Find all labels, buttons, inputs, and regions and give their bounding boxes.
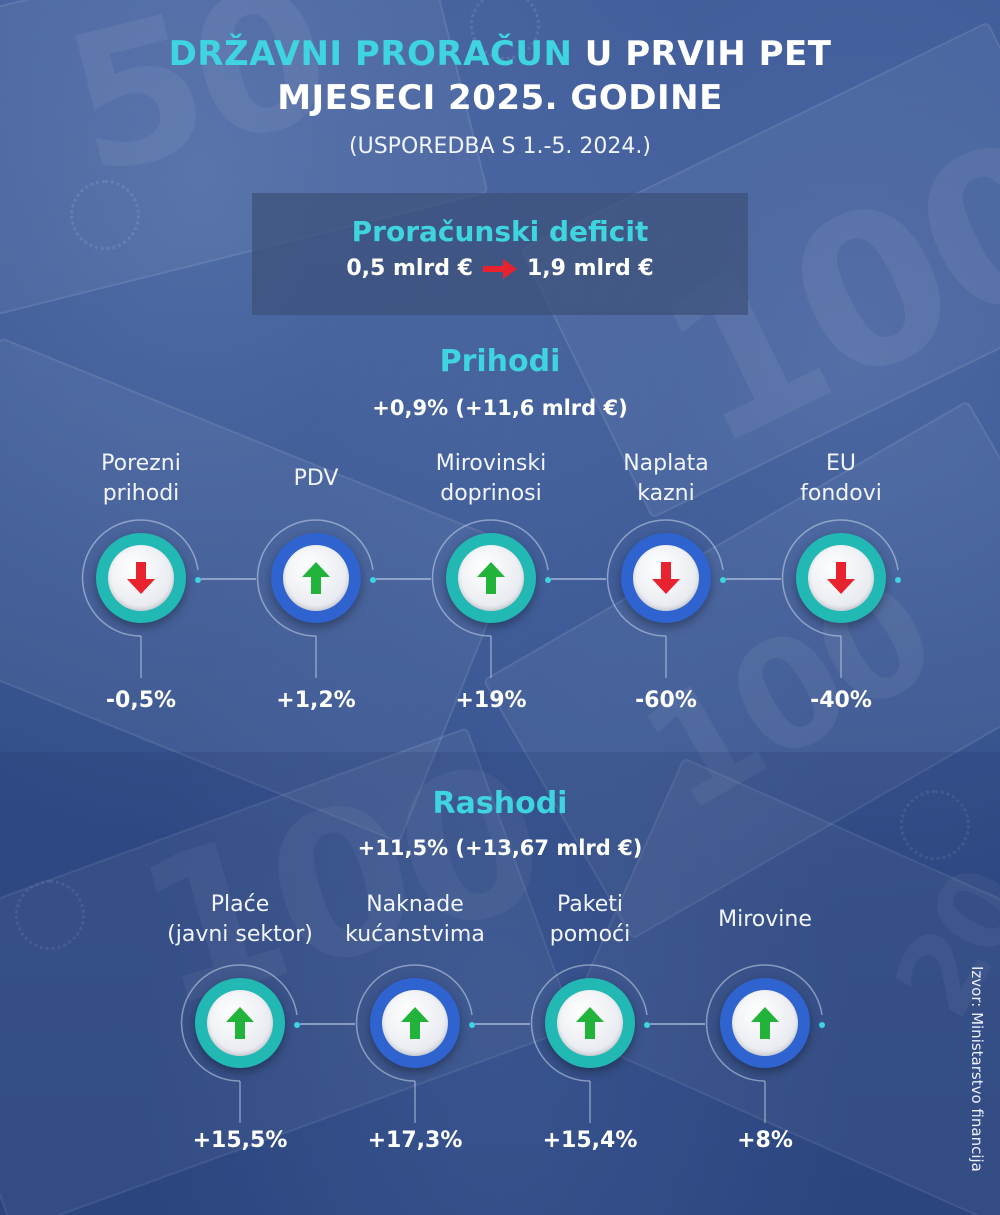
connector-line [475,1023,530,1025]
deficit-box: Proračunski deficit 0,5 mlrd € 1,9 mlrd … [252,193,748,315]
deficit-from: 0,5 mlrd € [346,256,473,281]
prihodi-item-label: Naplata kazni [623,451,709,506]
indicator-inner [382,990,448,1056]
indicator-inner [732,990,798,1056]
indicator-circle [446,533,536,623]
indicator-circle [271,533,361,623]
indicator-inner [633,545,699,611]
prihodi-item-value: -0,5% [105,688,177,713]
prihodi-item-label: Porezni prihodi [101,451,181,506]
deficit-to: 1,9 mlrd € [527,256,654,281]
arrow-up-icon [751,1007,779,1039]
prihodi-title: Prihodi [439,344,561,379]
indicator-circle [720,978,810,1068]
indicator-circle [545,978,635,1068]
deficit-title: Proračunski deficit [351,215,649,248]
rashodi-item-value: +8% [737,1128,793,1153]
indicator-inner [283,545,349,611]
ring-decoration [705,964,825,1123]
source-text: Izvor: Ministarstvo financija [968,966,986,1172]
indicator-circle [96,533,186,623]
ring-decoration [781,519,901,678]
arrow-down-icon [827,562,855,594]
arrow-up-icon [401,1007,429,1039]
prihodi-item-value: -40% [810,688,872,713]
rashodi-title: Rashodi [432,786,568,821]
ring-decoration [355,964,475,1123]
connector-line [300,1023,355,1025]
arrow-down-icon [127,562,155,594]
indicator-inner [108,545,174,611]
connector-line [376,578,431,580]
rashodi-summary: +11,5% (+13,67 mlrd €) [357,836,643,860]
page-subtitle: (USPOREDBA S 1.-5. 2024.) [349,134,651,159]
title-accent: DRŽAVNI PRORAČUN [168,34,573,74]
rashodi-item-value: +15,4% [542,1128,638,1153]
prihodi-item-label: PDV [293,466,339,491]
indicator-circle [621,533,711,623]
rashodi-item-label: Plaće (javni sektor) [167,892,313,947]
rashodi-item-label: Naknade kućanstvima [345,892,485,947]
prihodi-item-label: EU fondovi [800,451,882,506]
ring-decoration [606,519,726,678]
prihodi-item-label: Mirovinski doprinosi [435,451,547,506]
connector-line [201,578,256,580]
connector-line [726,578,781,580]
indicator-inner [808,545,874,611]
prihodi-item-value: +19% [455,688,527,713]
rashodi-item-label: Paketi pomoći [549,892,631,947]
ring-decoration [530,964,650,1123]
deficit-values: 0,5 mlrd € 1,9 mlrd € [252,256,748,281]
rashodi-item-value: +17,3% [367,1128,463,1153]
ring-decoration [256,519,376,678]
prihodi-item-value: -60% [635,688,697,713]
indicator-circle [370,978,460,1068]
indicator-circle [195,978,285,1068]
arrow-right-icon [483,258,517,279]
connector-line [551,578,606,580]
ring-decoration [180,964,300,1123]
arrow-down-icon [652,562,680,594]
ring-decoration [431,519,551,678]
arrow-up-icon [226,1007,254,1039]
title-line-2: MJESECI 2025. GODINE [277,78,723,118]
prihodi-summary: +0,9% (+11,6 mlrd €) [372,396,628,420]
indicator-inner [207,990,273,1056]
arrow-up-icon [576,1007,604,1039]
page-title: DRŽAVNI PRORAČUN U PRVIH PET MJESECI 202… [0,32,1000,120]
connector-line [650,1023,705,1025]
ring-decoration [81,519,201,678]
prihodi-item-value: +1,2% [276,688,356,713]
arrow-up-icon [302,562,330,594]
rashodi-item-label: Mirovine [718,907,812,932]
indicator-inner [458,545,524,611]
indicator-inner [557,990,623,1056]
title-rest: U PRVIH PET [584,34,832,74]
indicator-circle [796,533,886,623]
rashodi-item-value: +15,5% [192,1128,288,1153]
source-note: Izvor: Ministarstvo financija [968,966,988,1196]
arrow-up-icon [477,562,505,594]
